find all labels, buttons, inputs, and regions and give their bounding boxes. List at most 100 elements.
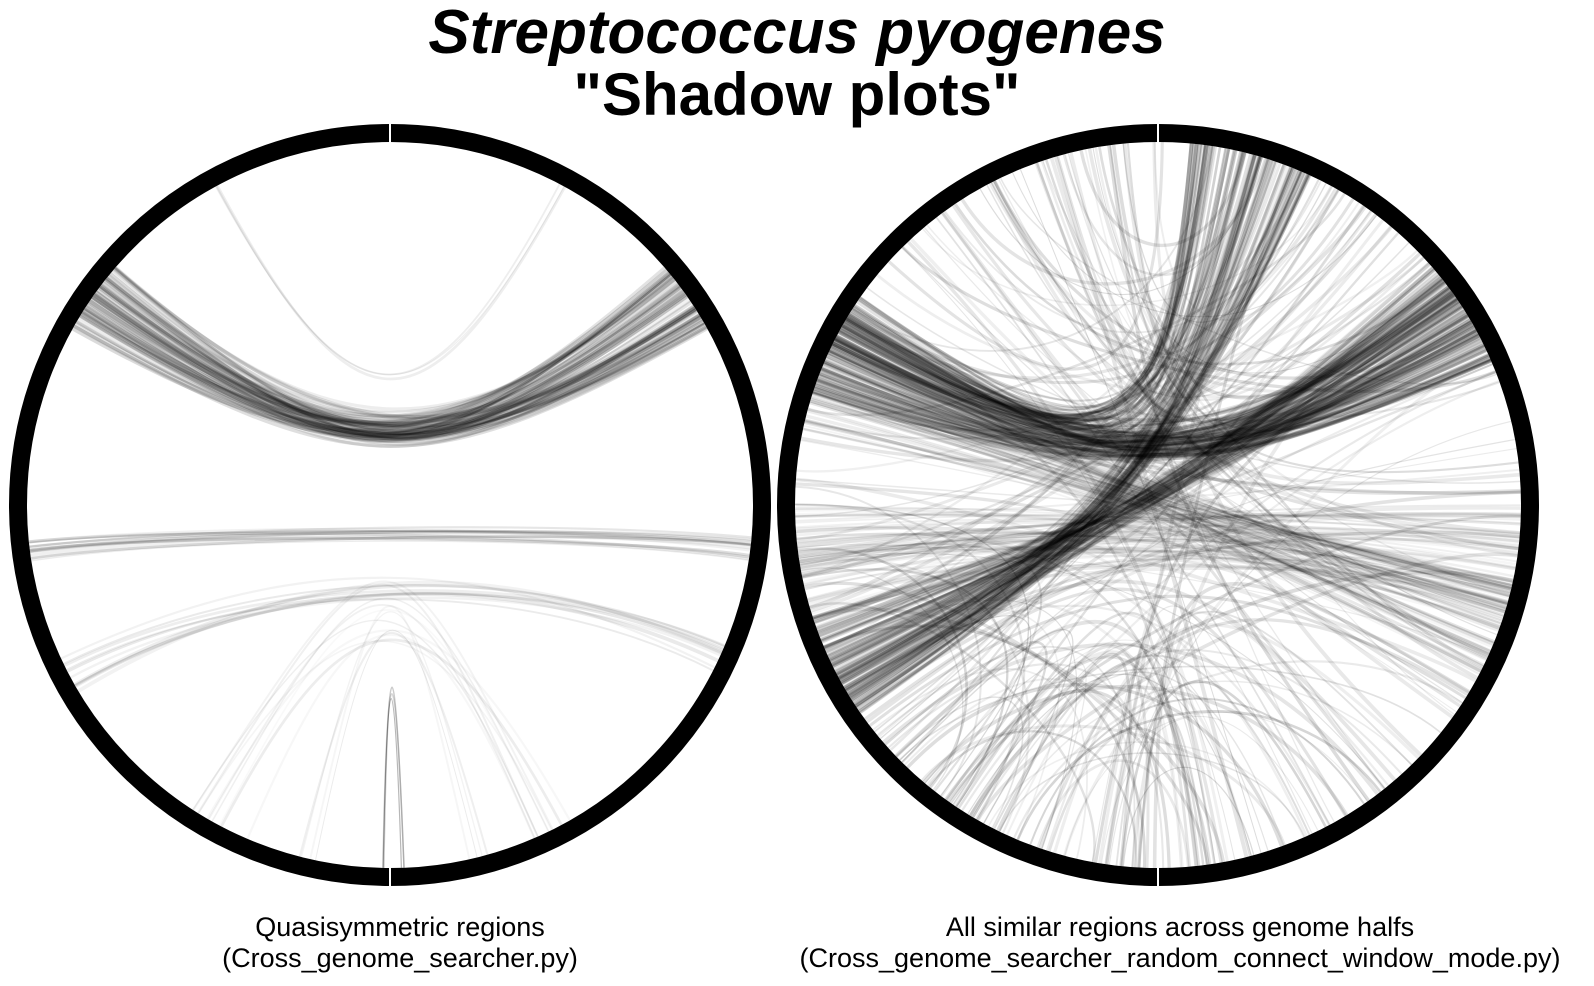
- genome-link-arc: [847, 156, 1264, 696]
- genome-link-arc: [967, 673, 1252, 856]
- genome-link-arc: [1104, 154, 1258, 865]
- genome-link-arc: [60, 576, 716, 669]
- genome-link-arc: [901, 245, 1497, 394]
- genome-link-arc: [29, 536, 750, 561]
- genome-link-arc: [833, 143, 1194, 426]
- genome-link-arc: [94, 292, 687, 435]
- genome-link-arc: [817, 330, 1478, 633]
- genome-link-arc: [843, 287, 1451, 438]
- genome-link-arc: [819, 369, 1488, 662]
- genome-link-arc: [823, 281, 1446, 648]
- genome-link-arc: [843, 160, 1277, 689]
- genome-link-arc: [1152, 141, 1373, 373]
- genome-link-arc: [797, 528, 1520, 549]
- genome-link-arc: [818, 293, 1455, 637]
- genome-link-arc: [1138, 713, 1208, 868]
- genome-link-arc: [866, 287, 1521, 484]
- genome-link-arc: [843, 158, 1270, 690]
- genome-link-arc: [828, 344, 1485, 459]
- genome-link-arc: [826, 275, 1441, 656]
- genome-link-arc: [865, 307, 1465, 724]
- genome-link-arc: [835, 156, 1262, 674]
- genome-link-arc: [834, 338, 1487, 661]
- right-circos-panel: [777, 122, 1539, 888]
- genome-link-arc: [844, 273, 1440, 690]
- genome-link-arc: [215, 183, 561, 376]
- genome-link-arc: [840, 281, 1446, 684]
- genome-link-arc: [909, 237, 1506, 614]
- genome-link-arc: [829, 323, 1475, 440]
- genome-link-arc: [845, 290, 1454, 423]
- genome-link-arc: [839, 327, 1485, 452]
- genome-link-arc: [800, 513, 1521, 570]
- genome-link-arc: [819, 350, 1488, 447]
- genome-link-arc: [827, 351, 1508, 606]
- genome-link-arc: [844, 165, 1289, 690]
- genome-link-arc: [63, 589, 726, 667]
- genome-link-arc: [839, 164, 1286, 682]
- genome-link-arc: [834, 290, 1454, 445]
- genome-link-arc: [813, 355, 1490, 468]
- genome-link-arc: [832, 154, 1257, 668]
- genome-link-arc: [857, 166, 1292, 711]
- genome-link-arc: [824, 306, 1464, 444]
- genome-link-arc: [816, 378, 1492, 653]
- genome-link-arc: [814, 291, 1454, 446]
- genome-link-arc: [1122, 766, 1255, 867]
- genome-link-arc: [828, 370, 1497, 660]
- genome-link-arc: [853, 143, 1197, 435]
- genome-link-arc: [96, 290, 691, 436]
- genome-link-arc: [79, 307, 697, 444]
- genome-link-arc: [29, 526, 752, 548]
- genome-link-arc: [797, 544, 1489, 658]
- genome-link-arc: [815, 320, 1472, 451]
- genome-link-arc: [844, 298, 1459, 691]
- genome-link-arc: [955, 661, 1087, 850]
- genome-link-arc: [832, 322, 1474, 668]
- genome-link-arc: [843, 615, 1032, 797]
- genome-link-arc: [795, 210, 1372, 517]
- genome-link-arc: [800, 439, 1507, 608]
- genome-link-arc: [795, 513, 1520, 535]
- genome-link-arc: [935, 216, 1331, 826]
- genome-link-arc: [960, 157, 1268, 286]
- genome-link-arc: [830, 346, 1513, 586]
- genome-link-arc: [895, 531, 1519, 758]
- genome-link-arc: [795, 525, 1308, 837]
- genome-link-arc: [845, 317, 1191, 867]
- genome-link-arc: [819, 301, 1461, 438]
- genome-link-arc: [831, 277, 1443, 666]
- genome-link-arc: [91, 279, 676, 434]
- genome-link-arc: [846, 316, 1485, 452]
- genome-link-arc: [812, 607, 1226, 863]
- genome-link-arc: [84, 306, 698, 425]
- genome-link-arc: [812, 323, 1474, 465]
- genome-link-arc: [1035, 162, 1443, 423]
- genome-link-arc: [859, 154, 1255, 715]
- genome-link-arc: [93, 292, 708, 430]
- genome-link-arc: [813, 144, 1202, 624]
- genome-link-arc: [810, 168, 1297, 432]
- genome-link-arc: [814, 295, 1456, 446]
- genome-link-arc: [847, 171, 1302, 695]
- genome-link-arc: [382, 698, 403, 868]
- genome-link-arc: [801, 533, 1515, 578]
- genome-link-arc: [846, 306, 1464, 450]
- genome-link-arc: [982, 671, 1285, 846]
- genome-link-arc: [829, 348, 1512, 590]
- genome-link-arc: [856, 151, 1243, 435]
- genome-link-arc: [877, 149, 1237, 738]
- genome-link-arc: [835, 335, 1512, 591]
- genome-link-arc: [798, 543, 1043, 792]
- genome-link-arc: [854, 164, 1285, 706]
- genome-link-arc: [832, 290, 1453, 434]
- genome-link-arc: [902, 246, 1463, 704]
- genome-link-arc: [1045, 683, 1183, 868]
- genome-link-arc: [74, 592, 722, 687]
- genome-link-arc: [105, 277, 679, 419]
- genome-link-arc: [901, 628, 1074, 832]
- genome-link-arc: [846, 316, 1475, 440]
- genome-link-arc: [383, 686, 405, 868]
- genome-link-arc: [818, 283, 1448, 638]
- genome-link-arc: [854, 171, 1304, 708]
